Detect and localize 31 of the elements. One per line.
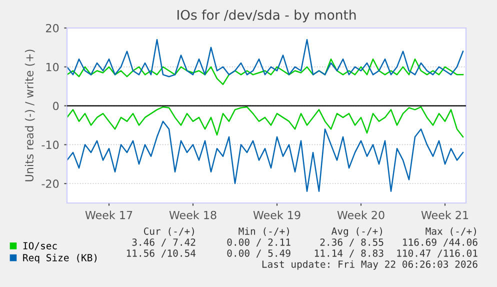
text: 0.00 / 5.49 — [227, 249, 290, 258]
text: 110.47 /116.01 — [397, 249, 478, 258]
line-series — [67, 106, 464, 138]
text: Min (-/+) — [238, 227, 289, 236]
chart-title: IOs for /dev/sda - by month — [178, 10, 356, 22]
text: Max (-/+) — [426, 227, 476, 236]
line-series — [67, 120, 464, 192]
legend-label: IO/sec — [23, 242, 57, 250]
text: 11.14 / 8.83 — [314, 249, 384, 258]
text: 0.00 / 2.11 — [227, 238, 290, 247]
y-tick-label: -10 — [42, 140, 59, 150]
line-series — [67, 39, 464, 78]
x-tick-label: Week 18 — [169, 210, 216, 220]
y-tick-label: 0 — [53, 102, 59, 110]
line-series — [67, 58, 464, 86]
text: Cur (-/+) — [144, 227, 194, 236]
text: 3.46 / 7.42 — [132, 238, 196, 247]
x-tick-label: Week 20 — [337, 210, 384, 220]
x-tick-label: Week 19 — [253, 210, 300, 220]
text: 11.56 /10.54 — [126, 249, 196, 258]
text: 2.36 / 8.55 — [320, 238, 384, 247]
legend-label: Req Size (KB) — [23, 254, 97, 264]
x-tick-label: Week 21 — [421, 210, 468, 220]
y-tick-label: 10 — [46, 62, 59, 72]
text: Last update: Fri May 22 06:26:03 2026 — [262, 260, 478, 270]
text: Avg (-/+) — [332, 227, 382, 237]
x-tick-label: Week 17 — [85, 210, 132, 220]
y-axis-title: Units read (-) / write (+) — [24, 50, 35, 182]
y-tick-label: -20 — [42, 180, 59, 188]
y-tick-label: 20 — [46, 24, 59, 32]
text: 116.69 /44.06 — [403, 238, 478, 247]
